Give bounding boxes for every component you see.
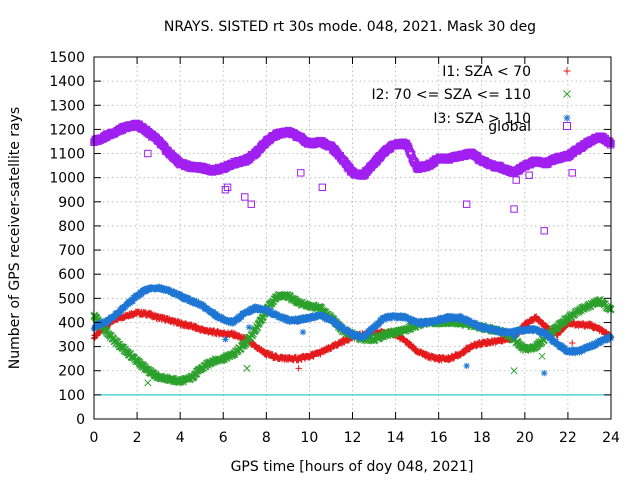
- x-tick-label: 22: [559, 430, 577, 446]
- y-tick-label: 100: [58, 388, 85, 404]
- x-tick-label: 24: [602, 430, 620, 446]
- y-tick-label: 900: [58, 195, 85, 211]
- outlier-point-i2: [510, 367, 518, 375]
- x-tick-label: 4: [176, 430, 185, 446]
- outlier-point-i2: [538, 352, 546, 360]
- y-tick-label: 1400: [49, 74, 85, 90]
- point-i3: [129, 297, 137, 305]
- y-tick-label: 500: [58, 291, 85, 307]
- x-tick-label: 6: [219, 430, 228, 446]
- y-tick-label: 1500: [49, 50, 85, 66]
- outlier-point-i3: [245, 324, 253, 331]
- y-tick-label: 300: [58, 340, 85, 356]
- x-tick-label: 10: [301, 430, 319, 446]
- y-tick-label: 400: [58, 315, 85, 331]
- x-tick-label: 18: [473, 430, 491, 446]
- y-axis-label: Number of GPS receiver-satellite rays: [7, 107, 23, 369]
- outlier-point-i2: [243, 364, 251, 372]
- y-tick-label: 1200: [49, 122, 85, 138]
- y-tick-label: 1300: [49, 98, 85, 114]
- y-tick-label: 700: [58, 243, 85, 259]
- chart-title: NRAYS. SISTED rt 30s mode. 048, 2021. Ma…: [164, 19, 536, 35]
- outlier-point-i3: [222, 336, 229, 343]
- x-axis-label: GPS time [hours of doy 048, 2021]: [231, 459, 474, 475]
- y-tick-label: 600: [58, 267, 85, 283]
- outlier-point-i1: [295, 365, 302, 372]
- outlier-point-i3: [299, 328, 307, 336]
- legend-label-i2: I2: 70 <= SZA <= 110: [371, 87, 531, 103]
- x-tick-label: 8: [262, 430, 271, 446]
- legend-glyph-i3: [563, 114, 571, 122]
- legend-marker-i3: [563, 114, 571, 122]
- outlier-point-i1: [569, 339, 576, 347]
- y-tick-label: 1100: [49, 147, 85, 163]
- y-tick-label: 200: [58, 364, 85, 380]
- outlier-point-i3: [463, 362, 470, 370]
- x-tick-label: 16: [430, 430, 448, 446]
- legend-label-global: global: [488, 119, 531, 135]
- series-layer: [90, 119, 615, 387]
- series-i3: [90, 283, 615, 377]
- x-tick-label: 14: [387, 430, 405, 446]
- y-tick-label: 1000: [49, 171, 85, 187]
- x-tick-label: 2: [133, 430, 142, 446]
- x-tick-label: 12: [344, 430, 362, 446]
- y-tick-label: 0: [76, 412, 85, 428]
- x-tick-label: 20: [516, 430, 534, 446]
- x-tick-label: 0: [90, 430, 99, 446]
- y-tick-label: 800: [58, 219, 85, 235]
- point-i2: [606, 305, 614, 313]
- outlier-point-i3: [510, 333, 518, 341]
- outlier-point-i3: [541, 369, 548, 377]
- outlier-point-i2: [144, 379, 152, 387]
- legend-label-i1: I1: SZA < 70: [442, 64, 531, 80]
